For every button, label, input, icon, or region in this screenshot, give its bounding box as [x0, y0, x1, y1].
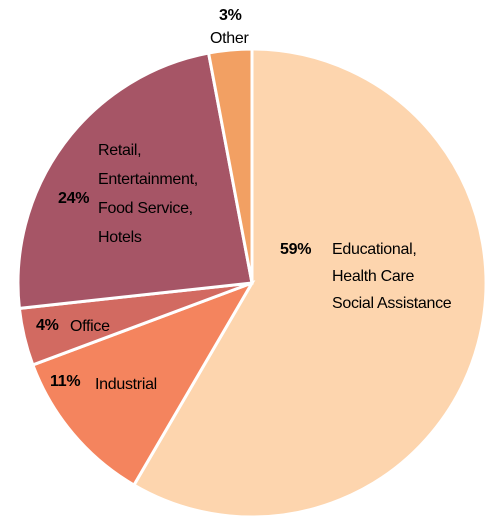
slice-label: Educational, [332, 241, 416, 258]
value-label: 59% [280, 241, 311, 258]
value-label: 4% [36, 317, 59, 334]
slice-label: Food Service, [98, 200, 193, 217]
slice-label: Office [70, 318, 110, 335]
value-label: 24% [58, 190, 89, 207]
slice-label: Health Care [332, 268, 414, 285]
slice-label: Hotels [98, 229, 142, 246]
pie-slice [30, 280, 256, 488]
pie-slice [206, 47, 254, 284]
slice-label: Entertainment, [98, 171, 198, 188]
slice-label: Social Assistance [332, 295, 452, 312]
value-label: 3% [219, 7, 242, 24]
slice-label: Retail, [98, 142, 141, 159]
slice-label: Other [210, 30, 249, 47]
pie-slice [16, 51, 254, 311]
pie-slice [131, 47, 488, 519]
value-label: 11% [50, 373, 80, 390]
slice-label: Industrial [95, 376, 157, 393]
